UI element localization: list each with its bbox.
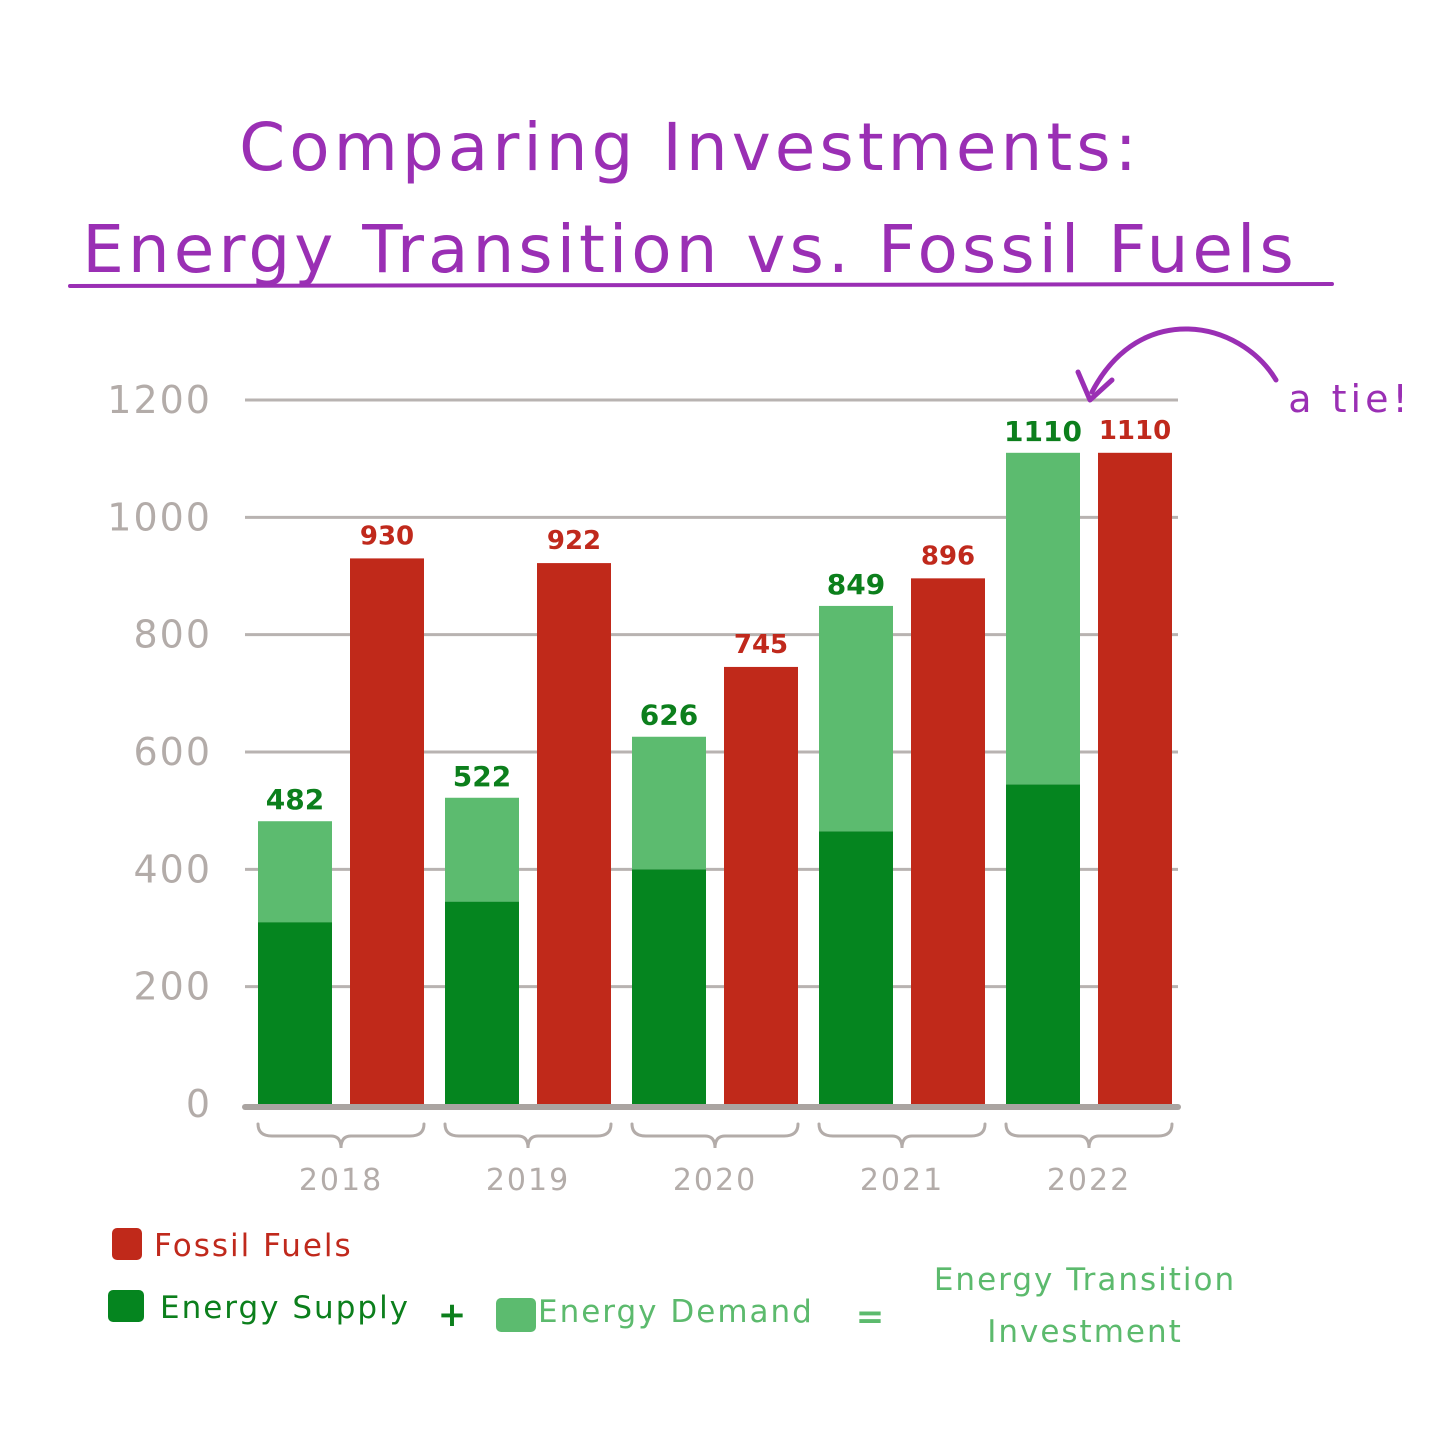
chart-subtitle: Energy Transition vs. Fossil Fuels	[82, 211, 1298, 288]
annotation-arrow	[1089, 326, 1279, 395]
data-label-transition: 849	[827, 568, 885, 601]
group-bracket	[630, 1122, 800, 1149]
y-tick-label: 0	[186, 1082, 212, 1126]
bar-energy-demand	[445, 797, 519, 902]
data-label-fossil: 930	[360, 521, 414, 551]
data-label-transition: 626	[640, 699, 698, 732]
group-bracket	[817, 1122, 987, 1149]
group-bracket	[1004, 1122, 1174, 1149]
bar-fossil-fuels	[1098, 452, 1172, 1104]
subtitle-underline	[68, 282, 1334, 288]
y-tick-label: 200	[133, 965, 212, 1009]
data-label-transition: 1110	[1004, 415, 1082, 448]
data-label-fossil: 896	[921, 541, 975, 571]
legend-label-demand: Energy Demand	[538, 1294, 814, 1330]
bar-energy-demand	[632, 736, 706, 870]
data-labels: 482 930 522 922 626 745 849 896 1110 1110	[266, 415, 1171, 816]
bar-energy-supply	[632, 869, 706, 1104]
bar-energy-demand	[1006, 452, 1080, 785]
x-axis-ticks: 2018 2019 2020 2021 2022	[299, 1163, 1131, 1198]
bar-energy-supply	[819, 831, 893, 1104]
x-axis-brackets	[256, 1122, 1174, 1149]
data-label-transition: 522	[453, 760, 511, 793]
y-tick-label: 1200	[107, 378, 212, 422]
x-tick-label: 2018	[299, 1163, 383, 1198]
y-tick-label: 400	[133, 847, 212, 891]
legend-result-line1: Energy Transition	[934, 1262, 1236, 1298]
y-tick-label: 1000	[107, 495, 212, 539]
x-tick-label: 2020	[673, 1163, 757, 1198]
bar-energy-supply	[1006, 784, 1080, 1104]
legend-label-fossil: Fossil Fuels	[154, 1228, 353, 1264]
data-label-fossil: 745	[734, 630, 788, 660]
bar-energy-demand	[819, 605, 893, 832]
legend-equals: =	[856, 1297, 885, 1337]
legend-plus: +	[438, 1295, 467, 1335]
legend-swatch-supply	[108, 1290, 144, 1322]
legend-swatch-fossil	[112, 1228, 142, 1260]
bar-fossil-fuels	[724, 666, 798, 1104]
data-label-transition: 482	[266, 783, 324, 816]
bar-fossil-fuels	[350, 558, 424, 1104]
chart-title: Comparing Investments:	[239, 109, 1141, 186]
bar-fossil-fuels	[911, 578, 985, 1104]
x-tick-label: 2022	[1047, 1163, 1131, 1198]
legend-result-line2: Investment	[987, 1314, 1183, 1350]
y-tick-label: 600	[133, 730, 212, 774]
bar-energy-supply	[258, 922, 332, 1104]
bar-energy-supply	[445, 901, 519, 1104]
bar-energy-demand	[258, 821, 332, 923]
y-axis-ticks: 0 200 400 600 800 1000 1200	[107, 378, 212, 1126]
data-label-fossil: 922	[547, 526, 601, 556]
legend-label-supply: Energy Supply	[160, 1290, 410, 1326]
legend: Fossil Fuels Energy Supply + Energy Dema…	[108, 1228, 1236, 1350]
bar-fossil-fuels	[537, 563, 611, 1104]
legend-swatch-demand	[496, 1298, 536, 1332]
x-tick-label: 2021	[860, 1163, 944, 1198]
annotation-text: a tie!	[1288, 377, 1411, 421]
group-bracket	[256, 1122, 426, 1149]
x-tick-label: 2019	[486, 1163, 570, 1198]
y-tick-label: 800	[133, 613, 212, 657]
group-bracket	[443, 1122, 613, 1149]
annotation-arrowhead	[1075, 369, 1115, 403]
data-label-fossil: 1110	[1099, 416, 1171, 446]
bars	[258, 452, 1172, 1104]
